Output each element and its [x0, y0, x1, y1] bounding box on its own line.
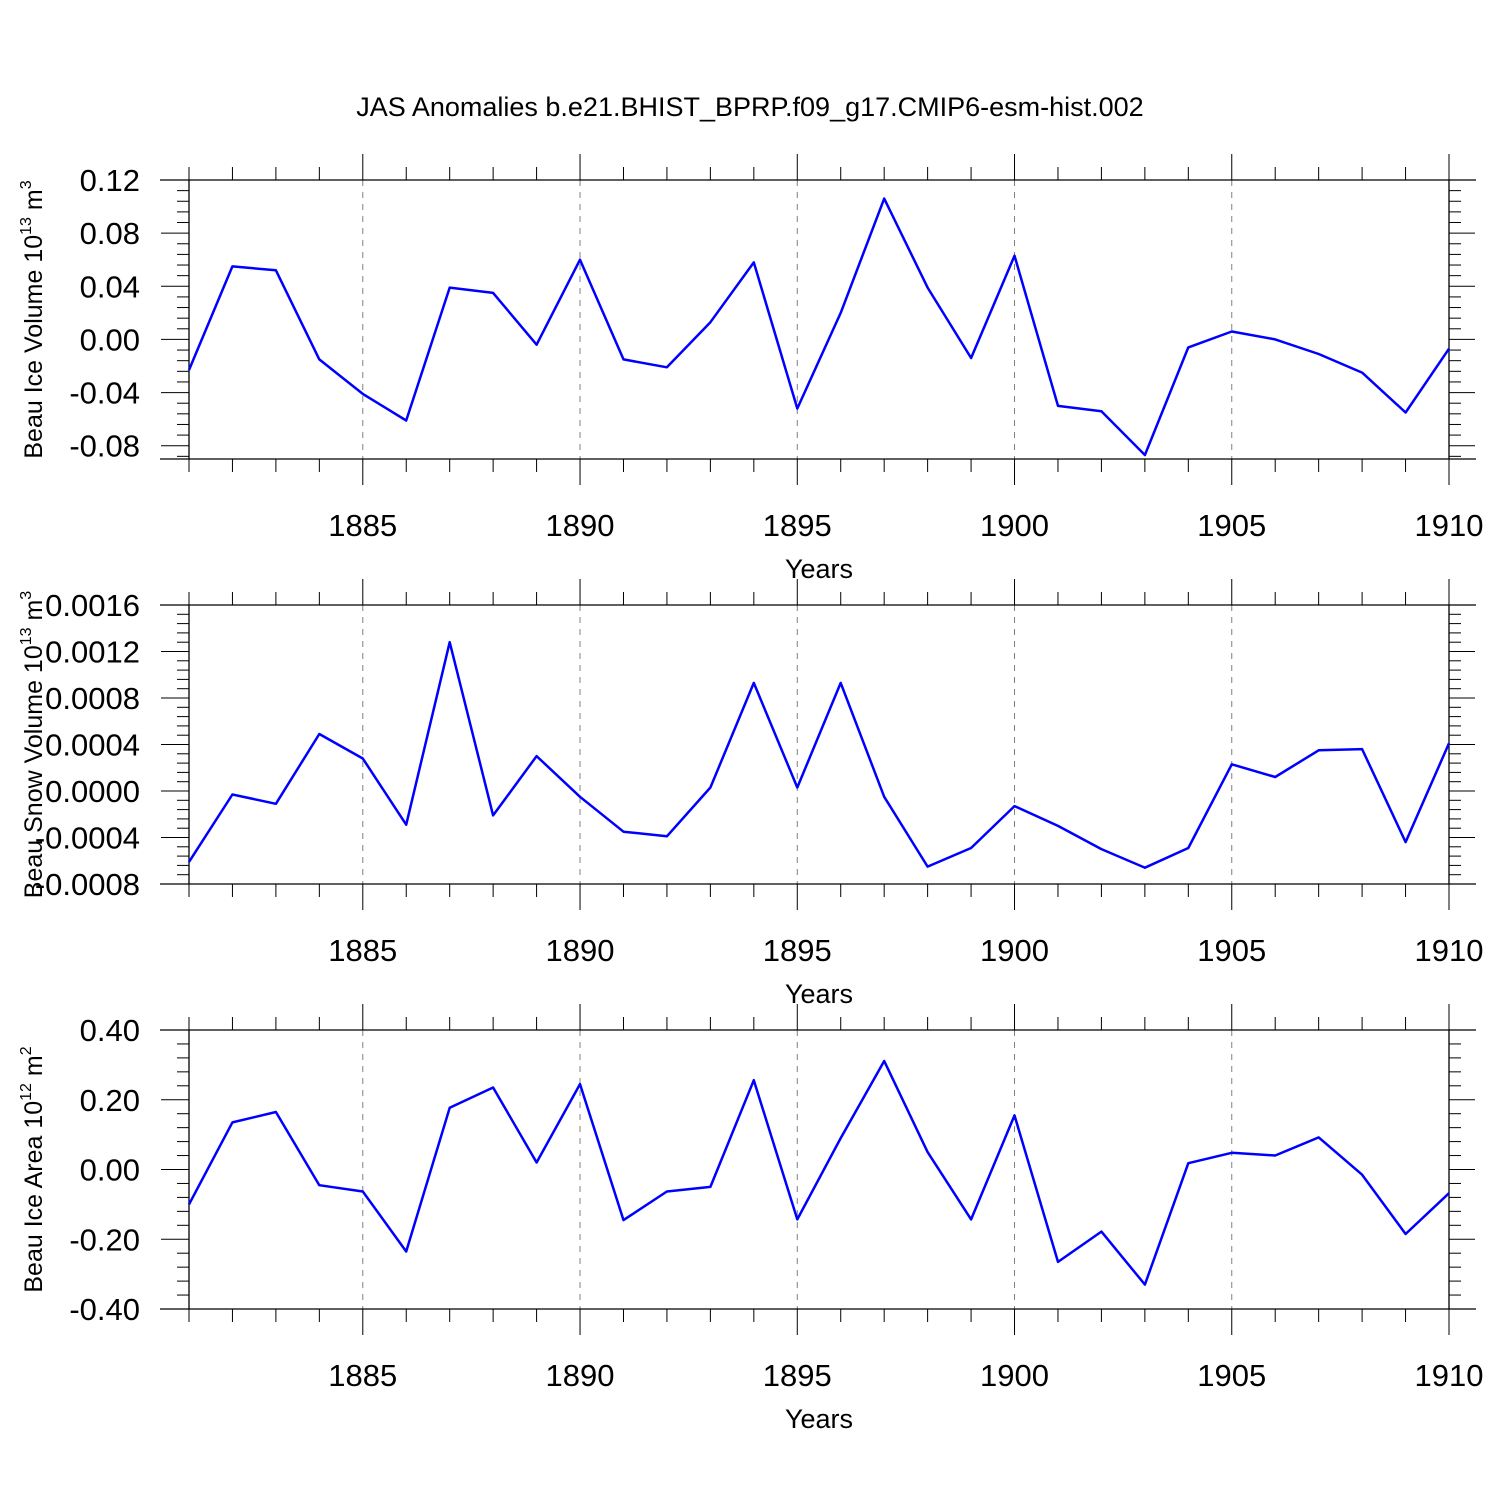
figure-title: JAS Anomalies b.e21.BHIST_BPRP.f09_g17.C…: [356, 92, 1143, 122]
y-tick-label: -0.40: [69, 1292, 140, 1327]
y-tick-label: 0.08: [80, 216, 140, 251]
x-tick-label: 1910: [1415, 1358, 1484, 1393]
y-tick-label: -0.0004: [35, 821, 140, 856]
x-tick-label: 1885: [328, 508, 397, 543]
y-tick-label: -0.04: [69, 376, 140, 411]
y-tick-label: 0.0012: [45, 635, 140, 670]
x-tick-label: 1890: [546, 508, 615, 543]
y-axis-label-unit-exponent: 2: [18, 1046, 35, 1055]
y-tick-label: 0.04: [80, 269, 140, 304]
x-tick-label: 1895: [763, 933, 832, 968]
x-tick-label: 1895: [763, 508, 832, 543]
x-axis-label: Years: [785, 1404, 853, 1434]
panel-2: 0.0016 0.0012 0.0008 0.0004 0.0000 -0.0004 -0.…: [18, 579, 1483, 1009]
panel-3: 0.40 0.20 0.00 -0.20 -0.40 1885 1890 1895 1900 19…: [18, 1004, 1483, 1434]
x-tick-label: 1885: [328, 1358, 397, 1393]
x-tick-label: 1900: [980, 1358, 1049, 1393]
y-axis-label-text: Beau Ice Volume 10: [20, 235, 48, 459]
x-tick-label: 1905: [1197, 1358, 1266, 1393]
y-axis-label-exponent: 13: [18, 217, 35, 235]
y-axis-label-exponent: 13: [18, 627, 35, 645]
y-axis-label-text: Beau Ice Area 10: [20, 1101, 48, 1293]
y-axis-label: Beau Ice Volume 1013 m3: [18, 180, 48, 458]
y-axis-label: Beau Snow Volume 1013 m3: [18, 591, 48, 899]
y-tick-label: 0.0004: [45, 728, 140, 763]
y-axis-label-unit: m: [20, 189, 48, 217]
series-line: [187, 197, 1451, 457]
y-tick-label: -0.08: [69, 429, 140, 464]
x-axis-label: Years: [785, 554, 853, 584]
x-tick-label: 1890: [546, 933, 615, 968]
series-line: [187, 1059, 1450, 1286]
y-axis-label-unit: m: [20, 600, 48, 628]
y-axis-label-unit-exponent: 3: [18, 180, 35, 189]
y-axis-label-exponent: 12: [18, 1083, 35, 1101]
x-tick-label: 1905: [1197, 933, 1266, 968]
x-tick-label: 1895: [763, 1358, 832, 1393]
y-axis-label-unit-exponent: 3: [18, 591, 35, 600]
y-tick-label: 0.20: [80, 1083, 140, 1118]
x-tick-label: 1885: [328, 933, 397, 968]
x-axis-label: Years: [785, 979, 853, 1009]
y-axis-label-text: Beau Snow Volume 10: [20, 645, 48, 898]
x-tick-label: 1910: [1415, 508, 1484, 543]
x-tick-label: 1905: [1197, 508, 1266, 543]
x-tick-label: 1900: [980, 933, 1049, 968]
y-axis-label: Beau Ice Area 1012 m2: [18, 1046, 48, 1292]
panel-1: 0.12 0.08 0.04 0.00 -0.04 -0.08 1885 1890 1895 19…: [18, 154, 1483, 584]
x-tick-label: 1890: [546, 1358, 615, 1393]
y-tick-label: 0.40: [80, 1013, 140, 1048]
y-tick-label: 0.00: [80, 322, 140, 357]
y-tick-label: 0.0008: [45, 681, 140, 716]
series-line: [187, 640, 1451, 869]
x-tick-label: 1900: [980, 508, 1049, 543]
y-tick-label: 0.12: [80, 163, 140, 198]
y-tick-label: 0.00: [80, 1153, 140, 1188]
panels-group: 0.12 0.08 0.04 0.00 -0.04 -0.08 1885 1890 1895 19…: [18, 154, 1483, 1434]
y-tick-label: -0.0008: [35, 867, 140, 902]
y-axis-label-unit: m: [20, 1055, 48, 1083]
y-tick-label: -0.20: [69, 1222, 140, 1257]
x-tick-label: 1910: [1415, 933, 1484, 968]
y-tick-label: 0.0000: [45, 774, 140, 809]
y-tick-label: 0.0016: [45, 588, 140, 623]
